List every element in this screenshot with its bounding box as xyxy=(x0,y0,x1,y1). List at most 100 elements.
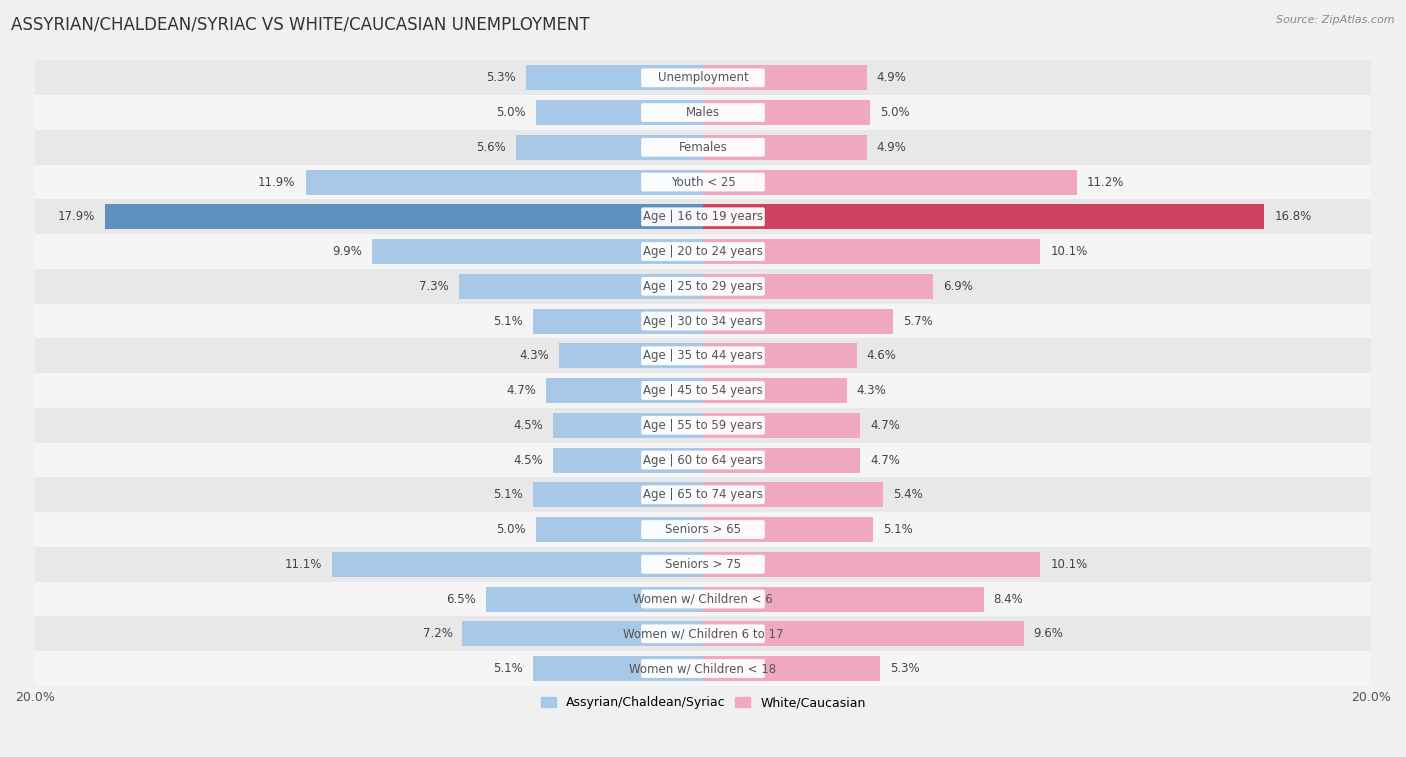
Text: 4.6%: 4.6% xyxy=(866,349,897,363)
Bar xyxy=(703,552,1040,577)
FancyBboxPatch shape xyxy=(641,555,765,574)
Bar xyxy=(703,587,984,612)
Text: ASSYRIAN/CHALDEAN/SYRIAC VS WHITE/CAUCASIAN UNEMPLOYMENT: ASSYRIAN/CHALDEAN/SYRIAC VS WHITE/CAUCAS… xyxy=(11,15,591,33)
Text: 4.3%: 4.3% xyxy=(520,349,550,363)
Bar xyxy=(35,616,1371,651)
Text: 11.2%: 11.2% xyxy=(1087,176,1125,188)
FancyBboxPatch shape xyxy=(641,485,765,504)
Text: 4.7%: 4.7% xyxy=(506,384,536,397)
FancyBboxPatch shape xyxy=(641,347,765,365)
Bar xyxy=(35,269,1371,304)
Bar xyxy=(35,130,1371,165)
Bar xyxy=(35,408,1371,443)
FancyBboxPatch shape xyxy=(641,590,765,609)
Bar xyxy=(35,61,1371,95)
Bar xyxy=(35,651,1371,686)
Text: Unemployment: Unemployment xyxy=(658,71,748,84)
FancyBboxPatch shape xyxy=(641,138,765,157)
FancyBboxPatch shape xyxy=(641,207,765,226)
Text: Females: Females xyxy=(679,141,727,154)
Bar xyxy=(546,378,703,403)
Bar xyxy=(463,621,703,646)
Text: Age | 16 to 19 years: Age | 16 to 19 years xyxy=(643,210,763,223)
Text: 5.4%: 5.4% xyxy=(893,488,924,501)
Text: 6.9%: 6.9% xyxy=(943,280,973,293)
Text: 7.2%: 7.2% xyxy=(423,628,453,640)
Bar xyxy=(35,95,1371,130)
Bar xyxy=(105,204,703,229)
FancyBboxPatch shape xyxy=(641,277,765,296)
Legend: Assyrian/Chaldean/Syriac, White/Caucasian: Assyrian/Chaldean/Syriac, White/Caucasia… xyxy=(536,691,870,714)
Text: 6.5%: 6.5% xyxy=(446,593,475,606)
Bar xyxy=(35,165,1371,199)
Text: 5.1%: 5.1% xyxy=(883,523,912,536)
Bar xyxy=(373,239,703,264)
Text: 11.1%: 11.1% xyxy=(285,558,322,571)
Bar xyxy=(35,547,1371,581)
Text: 5.1%: 5.1% xyxy=(494,315,523,328)
Text: 5.3%: 5.3% xyxy=(486,71,516,84)
FancyBboxPatch shape xyxy=(641,382,765,400)
FancyBboxPatch shape xyxy=(641,416,765,435)
FancyBboxPatch shape xyxy=(641,450,765,469)
Bar xyxy=(35,338,1371,373)
Text: 8.4%: 8.4% xyxy=(994,593,1024,606)
Text: Age | 45 to 54 years: Age | 45 to 54 years xyxy=(643,384,763,397)
Bar xyxy=(703,343,856,369)
Text: 4.9%: 4.9% xyxy=(877,141,907,154)
Text: 4.5%: 4.5% xyxy=(513,419,543,431)
Text: 9.6%: 9.6% xyxy=(1033,628,1063,640)
Text: Age | 65 to 74 years: Age | 65 to 74 years xyxy=(643,488,763,501)
Bar xyxy=(703,274,934,299)
Bar xyxy=(486,587,703,612)
Bar xyxy=(703,413,860,438)
Text: 5.7%: 5.7% xyxy=(904,315,934,328)
Text: 5.1%: 5.1% xyxy=(494,488,523,501)
Text: Youth < 25: Youth < 25 xyxy=(671,176,735,188)
Bar xyxy=(533,656,703,681)
FancyBboxPatch shape xyxy=(641,242,765,261)
Bar xyxy=(553,447,703,472)
Bar xyxy=(703,170,1077,195)
Text: Age | 20 to 24 years: Age | 20 to 24 years xyxy=(643,245,763,258)
Bar xyxy=(305,170,703,195)
Text: 9.9%: 9.9% xyxy=(332,245,363,258)
Bar xyxy=(553,413,703,438)
Text: 4.7%: 4.7% xyxy=(870,419,900,431)
Bar xyxy=(35,373,1371,408)
Text: 5.0%: 5.0% xyxy=(496,523,526,536)
FancyBboxPatch shape xyxy=(641,312,765,330)
FancyBboxPatch shape xyxy=(641,625,765,643)
FancyBboxPatch shape xyxy=(641,103,765,122)
Bar xyxy=(35,512,1371,547)
Bar xyxy=(560,343,703,369)
Bar xyxy=(703,517,873,542)
Bar xyxy=(533,309,703,334)
Text: 7.3%: 7.3% xyxy=(419,280,449,293)
Text: 5.6%: 5.6% xyxy=(477,141,506,154)
Text: 17.9%: 17.9% xyxy=(58,210,96,223)
Bar xyxy=(703,204,1264,229)
Bar xyxy=(703,309,893,334)
Text: Age | 30 to 34 years: Age | 30 to 34 years xyxy=(643,315,763,328)
Text: Women w/ Children < 18: Women w/ Children < 18 xyxy=(630,662,776,675)
Bar xyxy=(703,239,1040,264)
Bar xyxy=(703,135,866,160)
Bar xyxy=(35,581,1371,616)
Bar xyxy=(703,656,880,681)
Text: 4.5%: 4.5% xyxy=(513,453,543,466)
Bar xyxy=(516,135,703,160)
Bar xyxy=(35,478,1371,512)
Text: 4.3%: 4.3% xyxy=(856,384,886,397)
Text: 10.1%: 10.1% xyxy=(1050,558,1088,571)
Bar xyxy=(703,447,860,472)
Bar xyxy=(536,517,703,542)
Text: Age | 55 to 59 years: Age | 55 to 59 years xyxy=(643,419,763,431)
Text: Women w/ Children 6 to 17: Women w/ Children 6 to 17 xyxy=(623,628,783,640)
Text: 11.9%: 11.9% xyxy=(259,176,295,188)
FancyBboxPatch shape xyxy=(641,68,765,87)
Bar xyxy=(526,65,703,90)
Bar xyxy=(703,482,883,507)
Text: 5.1%: 5.1% xyxy=(494,662,523,675)
Bar xyxy=(703,621,1024,646)
